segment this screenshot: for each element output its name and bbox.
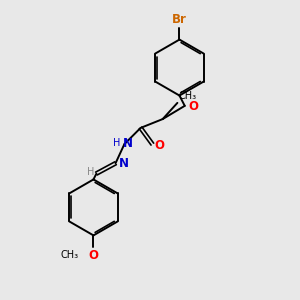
Text: O: O [154, 139, 164, 152]
Text: O: O [88, 249, 98, 262]
Text: CH₃: CH₃ [178, 91, 196, 100]
Text: N: N [123, 137, 133, 150]
Text: CH₃: CH₃ [61, 250, 79, 260]
Text: N: N [119, 157, 129, 170]
Text: H: H [113, 138, 121, 148]
Text: Br: Br [172, 13, 187, 26]
Text: O: O [188, 100, 198, 113]
Text: H: H [87, 167, 94, 177]
